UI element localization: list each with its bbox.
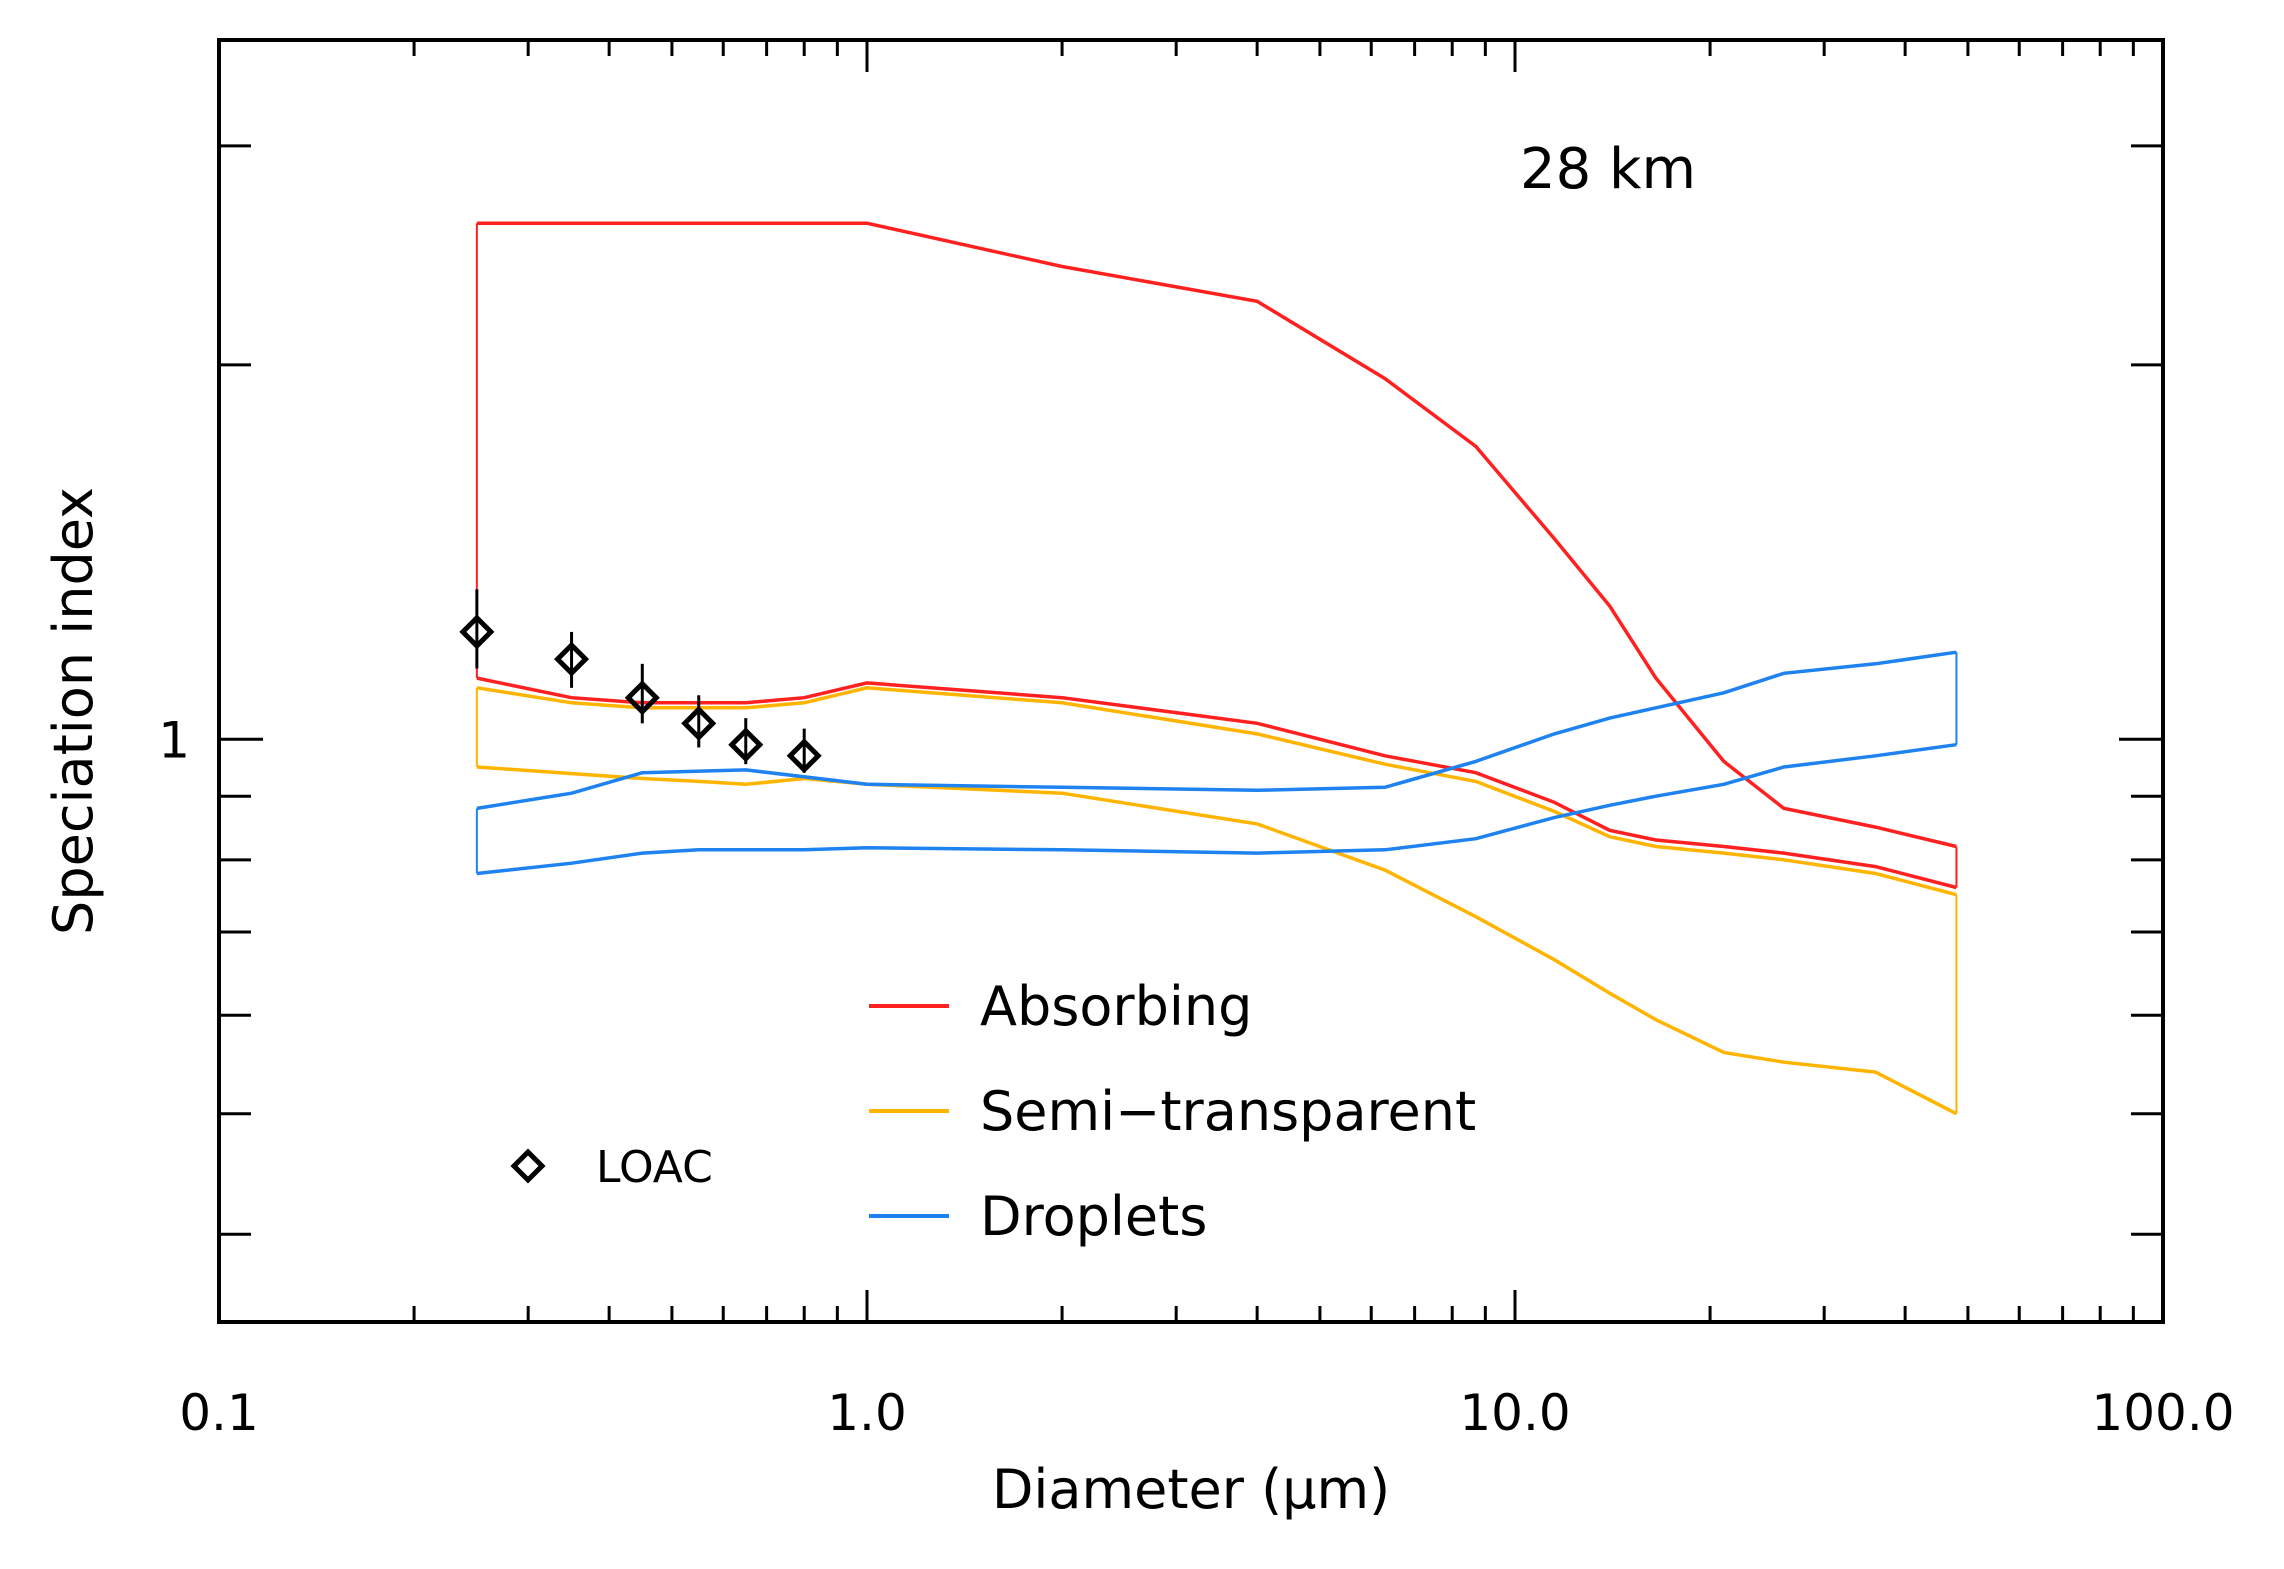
series-semi-transparent-upper <box>476 686 1957 897</box>
loac-point <box>624 680 660 716</box>
x-axis-title: Diameter (μm) <box>992 1458 1390 1521</box>
series-semi-transparent-lower <box>476 765 1958 1116</box>
x-tick-label: 100.0 <box>2091 1384 2234 1442</box>
loac-layer <box>459 589 822 774</box>
x-tick-label: 0.1 <box>179 1384 259 1442</box>
legend-label-droplets: Droplets <box>980 1185 1207 1248</box>
series-layer <box>475 221 1958 1116</box>
loac-point <box>554 641 590 677</box>
legend-label-absorbing: Absorbing <box>980 975 1252 1038</box>
series-absorbing-lower <box>476 676 1957 890</box>
legend: Absorbing Semi−transparent Droplets LOAC <box>510 975 1476 1248</box>
loac-point <box>728 727 764 763</box>
y-axis-title: Speciation index <box>42 487 105 935</box>
series-droplets-lower <box>476 742 1957 876</box>
legend-loac-diamond-icon <box>510 1148 546 1184</box>
legend-label-semi-transparent: Semi−transparent <box>980 1080 1476 1143</box>
x-tick-label: 1.0 <box>827 1384 907 1442</box>
altitude-annotation: 28 km <box>1520 137 1696 202</box>
loac-point <box>786 738 822 774</box>
loac-point <box>459 614 495 650</box>
y-tick-label: 1 <box>158 711 190 769</box>
plot-frame <box>217 38 2165 1324</box>
loac-point <box>681 705 717 741</box>
x-tick-label: 10.0 <box>1459 1384 1570 1442</box>
series-absorbing-upper <box>476 221 1957 849</box>
legend-label-loac: LOAC <box>596 1142 713 1193</box>
tick-layer: 0.1 1.0 10.0 100.0 1 <box>158 40 2235 1442</box>
series-droplets-upper <box>476 650 1957 811</box>
